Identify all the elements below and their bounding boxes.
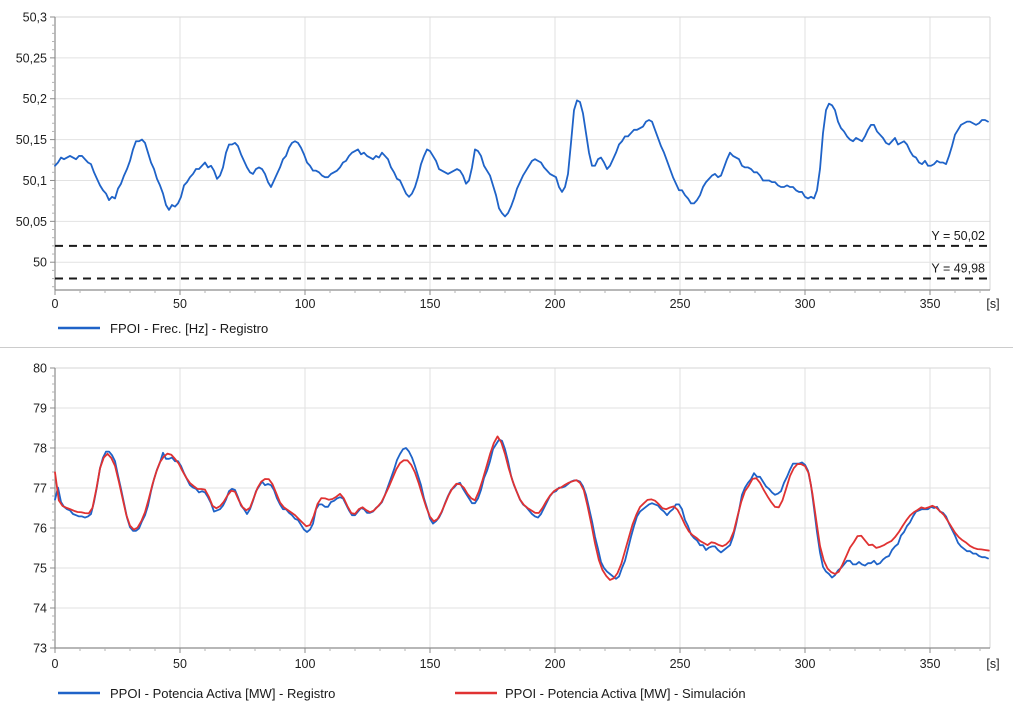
x-tick-label: 150	[420, 657, 441, 671]
frequency-chart: 50,3 50,25 50,2 50,15 50,1 50,05 50 0 50 100 150 20…	[16, 11, 1000, 312]
y-tick-label: 50,1	[23, 174, 47, 188]
x-tick-label: 150	[420, 297, 441, 311]
y-tick-label: 74	[33, 602, 47, 616]
x-tick-label: 50	[173, 657, 187, 671]
power-chart: 80 79 78 77 76 75 74 73 0 50 100 150 200 250 300 350 [s]	[33, 362, 1000, 672]
x-unit-label: [s]	[986, 297, 999, 311]
gridlines	[55, 16, 990, 290]
y-tick-label: 50	[33, 256, 47, 270]
y-tick-label: 76	[33, 522, 47, 536]
y-tick-label: 73	[33, 642, 47, 656]
axes	[54, 367, 991, 649]
x-tick-label: 50	[173, 297, 187, 311]
series-line-0	[54, 438, 989, 580]
frequency-legend-label: FPOI - Frec. [Hz] - Registro	[110, 321, 268, 336]
x-tick-label: 250	[670, 297, 691, 311]
series-line-0	[54, 99, 989, 218]
y-tick-label: 80	[33, 362, 47, 376]
y-tick-label: 50,3	[23, 11, 47, 25]
gridlines	[55, 367, 990, 649]
power-legend: PPOI - Potencia Activa [MW] - Registro P…	[58, 686, 746, 701]
y-tick-label: 50,2	[23, 92, 47, 106]
y-tick-label: 77	[33, 482, 47, 496]
x-tick-label: 300	[795, 657, 816, 671]
x-tick-label: 300	[795, 297, 816, 311]
frequency-legend: FPOI - Frec. [Hz] - Registro	[58, 321, 268, 336]
y-tick-labels: 80 79 78 77 76 75 74 73	[33, 362, 47, 656]
y-tick-label: 50,25	[16, 51, 47, 65]
y-tick-label: 50,15	[16, 133, 47, 147]
tick-marks	[50, 16, 981, 295]
axes	[54, 16, 991, 291]
x-tick-label: 200	[545, 297, 566, 311]
y-tick-label: 78	[33, 442, 47, 456]
y-tick-label: 75	[33, 562, 47, 576]
x-tick-label: 100	[295, 297, 316, 311]
x-tick-label: 250	[670, 657, 691, 671]
reference-line-label: Y = 49,98	[931, 262, 985, 276]
y-tick-label: 50,05	[16, 215, 47, 229]
power-simulacion-legend-label: PPOI - Potencia Activa [MW] - Simulación	[505, 686, 746, 701]
series-line-1	[54, 435, 990, 581]
power-registro-legend-label: PPOI - Potencia Activa [MW] - Registro	[110, 686, 335, 701]
y-tick-labels: 50,3 50,25 50,2 50,15 50,1 50,05 50	[16, 11, 47, 270]
x-unit-label: [s]	[986, 657, 999, 671]
x-tick-labels: 0 50 100 150 200 250 300 350 [s]	[52, 297, 1000, 311]
x-tick-label: 200	[545, 657, 566, 671]
tick-marks	[50, 367, 981, 653]
x-tick-label: 0	[52, 657, 59, 671]
x-tick-label: 0	[52, 297, 59, 311]
x-tick-label: 350	[920, 297, 941, 311]
x-tick-label: 350	[920, 657, 941, 671]
y-tick-label: 79	[33, 402, 47, 416]
x-tick-labels: 0 50 100 150 200 250 300 350 [s]	[52, 657, 1000, 671]
reference-line-label: Y = 50,02	[931, 229, 985, 243]
x-tick-label: 100	[295, 657, 316, 671]
